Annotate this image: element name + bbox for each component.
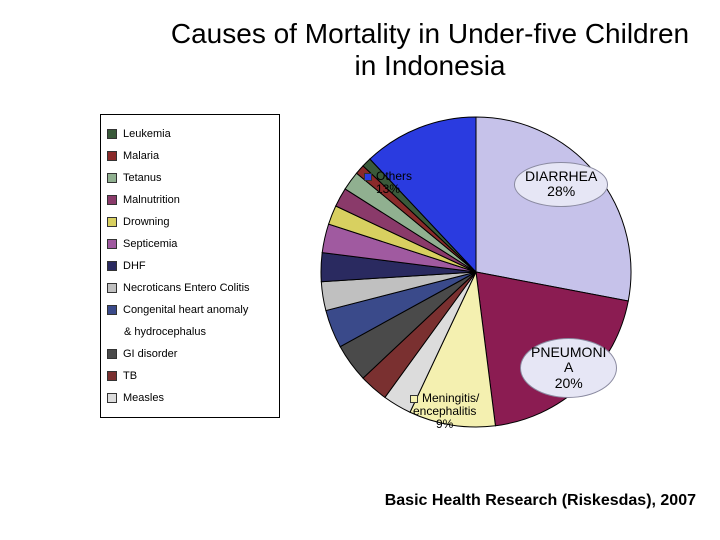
legend-swatch-icon bbox=[107, 173, 117, 183]
legend-item: Leukemia bbox=[107, 125, 273, 143]
legend-label: & hydrocephalus bbox=[124, 324, 206, 341]
legend-label: GI disorder bbox=[123, 346, 177, 363]
legend-label: Necroticans Entero Colitis bbox=[123, 280, 250, 297]
legend-label: TB bbox=[123, 368, 137, 385]
legend-box: Leukemia Malaria Tetanus Malnutrition Drowni… bbox=[100, 114, 280, 418]
legend-swatch-icon bbox=[107, 239, 117, 249]
legend-swatch-icon bbox=[107, 195, 117, 205]
legend-swatch-icon bbox=[107, 129, 117, 139]
legend-item: Malnutrition bbox=[107, 191, 273, 209]
legend-item: & hydrocephalus bbox=[107, 323, 273, 341]
slide: Causes of Mortality in Under-five Childr… bbox=[0, 0, 720, 540]
legend-swatch-icon bbox=[107, 349, 117, 359]
pie-svg bbox=[316, 112, 636, 432]
legend-swatch-icon bbox=[107, 393, 117, 403]
legend-item: Necroticans Entero Colitis bbox=[107, 279, 273, 297]
legend-label: Tetanus bbox=[123, 170, 162, 187]
source-citation: Basic Health Research (Riskesdas), 2007 bbox=[385, 492, 696, 510]
legend-item: Malaria bbox=[107, 147, 273, 165]
page-title: Causes of Mortality in Under-five Childr… bbox=[170, 18, 690, 82]
legend-swatch-icon bbox=[107, 305, 117, 315]
legend-swatch-icon bbox=[107, 151, 117, 161]
legend-label: DHF bbox=[123, 258, 146, 275]
legend-item: Septicemia bbox=[107, 235, 273, 253]
legend-label: Measles bbox=[123, 390, 164, 407]
legend-label: Congenital heart anomaly bbox=[123, 302, 248, 319]
legend-item: TB bbox=[107, 367, 273, 385]
legend-item: Drowning bbox=[107, 213, 273, 231]
legend-label: Septicemia bbox=[123, 236, 177, 253]
pie-chart: Others 13% DIARRHEA 28% PNEUMONI A 20% M… bbox=[316, 112, 636, 432]
legend-label: Drowning bbox=[123, 214, 169, 231]
legend-item: Measles bbox=[107, 389, 273, 407]
legend-item: GI disorder bbox=[107, 345, 273, 363]
legend-label: Malaria bbox=[123, 148, 159, 165]
legend-label: Leukemia bbox=[123, 126, 171, 143]
legend-swatch-icon bbox=[107, 371, 117, 381]
legend-swatch-icon bbox=[107, 217, 117, 227]
legend-item: Congenital heart anomaly bbox=[107, 301, 273, 319]
legend-item: DHF bbox=[107, 257, 273, 275]
legend-swatch-icon bbox=[107, 261, 117, 271]
legend-swatch-icon bbox=[107, 283, 117, 293]
legend-item: Tetanus bbox=[107, 169, 273, 187]
legend-label: Malnutrition bbox=[123, 192, 180, 209]
pie-slice-diarrhea bbox=[476, 117, 631, 301]
